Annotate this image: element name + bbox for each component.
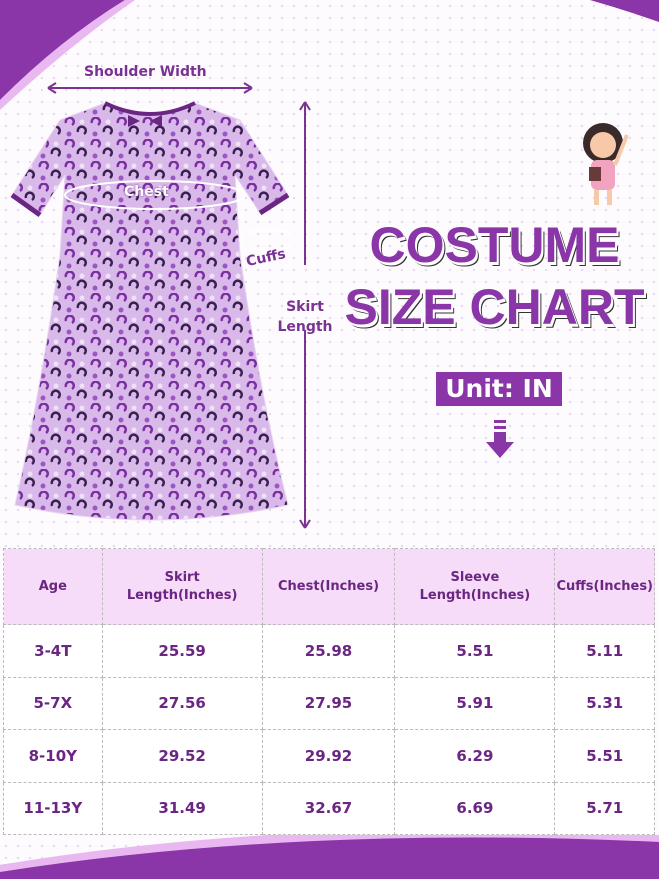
cell-skirt: 31.49: [101, 781, 263, 835]
cell-age: 5-7X: [3, 676, 103, 730]
title-line-2: SIZE CHART: [344, 279, 645, 335]
cell-chest: 29.92: [261, 729, 396, 783]
cell-age: 8-10Y: [3, 729, 103, 783]
chest-label: Chest: [124, 184, 169, 200]
cell-cuffs: 5.51: [554, 729, 655, 783]
cell-age: 3-4T: [3, 624, 103, 678]
cell-skirt: 25.59: [101, 624, 263, 678]
cell-age: 11-13Y: [3, 781, 103, 835]
size-chart-table: Age Skirt Length(Inches) Chest(Inches) S…: [3, 548, 655, 835]
cell-chest: 32.67: [261, 781, 396, 835]
cell-sleeve: 6.69: [394, 781, 556, 835]
table-row: 3-4T 25.59 25.98 5.51 5.11: [3, 624, 655, 678]
cell-sleeve: 5.91: [394, 676, 556, 730]
header-chest: Chest(Inches): [261, 548, 396, 625]
shoulder-width-label: Shoulder Width: [84, 64, 207, 80]
header-cuffs: Cuffs(Inches): [554, 548, 655, 625]
table-row: 11-13Y 31.49 32.67 6.69 5.71: [3, 781, 655, 835]
cell-sleeve: 5.51: [394, 624, 556, 678]
measurement-arrows: [47, 82, 311, 529]
unit-badge: Unit: IN: [436, 372, 562, 406]
cell-cuffs: 5.31: [554, 676, 655, 730]
header-age: Age: [3, 548, 103, 625]
cell-skirt: 27.56: [101, 676, 263, 730]
cell-cuffs: 5.11: [554, 624, 655, 678]
cell-chest: 27.95: [261, 676, 396, 730]
header-skirt-length: Skirt Length(Inches): [101, 548, 263, 625]
title-line-1: COSTUME: [369, 217, 620, 273]
header-sleeve-length: Sleeve Length(Inches): [394, 548, 556, 625]
cell-skirt: 29.52: [101, 729, 263, 783]
table-row: 5-7X 27.56 27.95 5.91 5.31: [3, 676, 655, 730]
down-arrow-icon: [486, 420, 514, 458]
cell-cuffs: 5.71: [554, 781, 655, 835]
dress-illustration: [10, 101, 300, 521]
table-row: 8-10Y 29.52 29.92 6.29 5.51: [3, 729, 655, 783]
skirt-length-label: Skirt Length: [277, 299, 333, 335]
cell-chest: 25.98: [261, 624, 396, 678]
cell-sleeve: 6.29: [394, 729, 556, 783]
girl-illustration: [583, 123, 629, 205]
table-header-row: Age Skirt Length(Inches) Chest(Inches) S…: [3, 548, 655, 625]
